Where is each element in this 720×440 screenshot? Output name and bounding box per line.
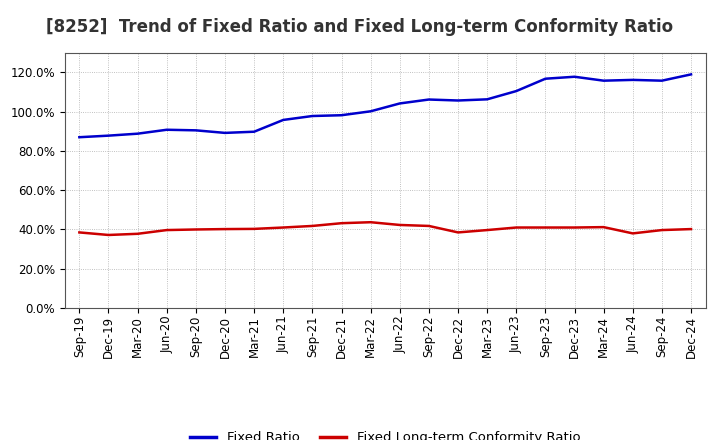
Fixed Ratio (425, 97, 433, 102)
Fixed Long-term Conformity Ratio (337, 220, 346, 226)
Fixed Long-term Conformity Ratio (220, 227, 229, 232)
Fixed Ratio (163, 127, 171, 132)
Fixed Ratio (512, 88, 521, 94)
Fixed Long-term Conformity Ratio (541, 225, 550, 230)
Fixed Ratio (657, 78, 666, 83)
Fixed Long-term Conformity Ratio (687, 227, 696, 232)
Fixed Long-term Conformity Ratio (104, 232, 113, 238)
Fixed Long-term Conformity Ratio (133, 231, 142, 236)
Line: Fixed Long-term Conformity Ratio: Fixed Long-term Conformity Ratio (79, 222, 691, 235)
Fixed Long-term Conformity Ratio (483, 227, 492, 233)
Legend: Fixed Ratio, Fixed Long-term Conformity Ratio: Fixed Ratio, Fixed Long-term Conformity … (185, 426, 585, 440)
Fixed Ratio (483, 97, 492, 102)
Fixed Long-term Conformity Ratio (308, 224, 317, 229)
Fixed Long-term Conformity Ratio (279, 225, 287, 230)
Fixed Long-term Conformity Ratio (75, 230, 84, 235)
Fixed Ratio (395, 101, 404, 106)
Fixed Long-term Conformity Ratio (395, 222, 404, 227)
Fixed Ratio (192, 128, 200, 133)
Fixed Ratio (687, 72, 696, 77)
Fixed Long-term Conformity Ratio (250, 226, 258, 231)
Fixed Long-term Conformity Ratio (425, 224, 433, 229)
Fixed Long-term Conformity Ratio (512, 225, 521, 230)
Text: [8252]  Trend of Fixed Ratio and Fixed Long-term Conformity Ratio: [8252] Trend of Fixed Ratio and Fixed Lo… (46, 18, 674, 36)
Fixed Long-term Conformity Ratio (570, 225, 579, 230)
Fixed Ratio (250, 129, 258, 134)
Fixed Ratio (220, 130, 229, 136)
Fixed Long-term Conformity Ratio (454, 230, 462, 235)
Fixed Long-term Conformity Ratio (657, 227, 666, 233)
Fixed Long-term Conformity Ratio (599, 224, 608, 230)
Fixed Ratio (279, 117, 287, 123)
Fixed Ratio (570, 74, 579, 79)
Line: Fixed Ratio: Fixed Ratio (79, 74, 691, 137)
Fixed Ratio (366, 109, 375, 114)
Fixed Ratio (75, 135, 84, 140)
Fixed Long-term Conformity Ratio (366, 220, 375, 225)
Fixed Ratio (599, 78, 608, 83)
Fixed Ratio (337, 113, 346, 118)
Fixed Ratio (133, 131, 142, 136)
Fixed Ratio (454, 98, 462, 103)
Fixed Ratio (541, 76, 550, 81)
Fixed Ratio (308, 114, 317, 119)
Fixed Ratio (104, 133, 113, 138)
Fixed Long-term Conformity Ratio (192, 227, 200, 232)
Fixed Ratio (629, 77, 637, 83)
Fixed Long-term Conformity Ratio (629, 231, 637, 236)
Fixed Long-term Conformity Ratio (163, 227, 171, 233)
